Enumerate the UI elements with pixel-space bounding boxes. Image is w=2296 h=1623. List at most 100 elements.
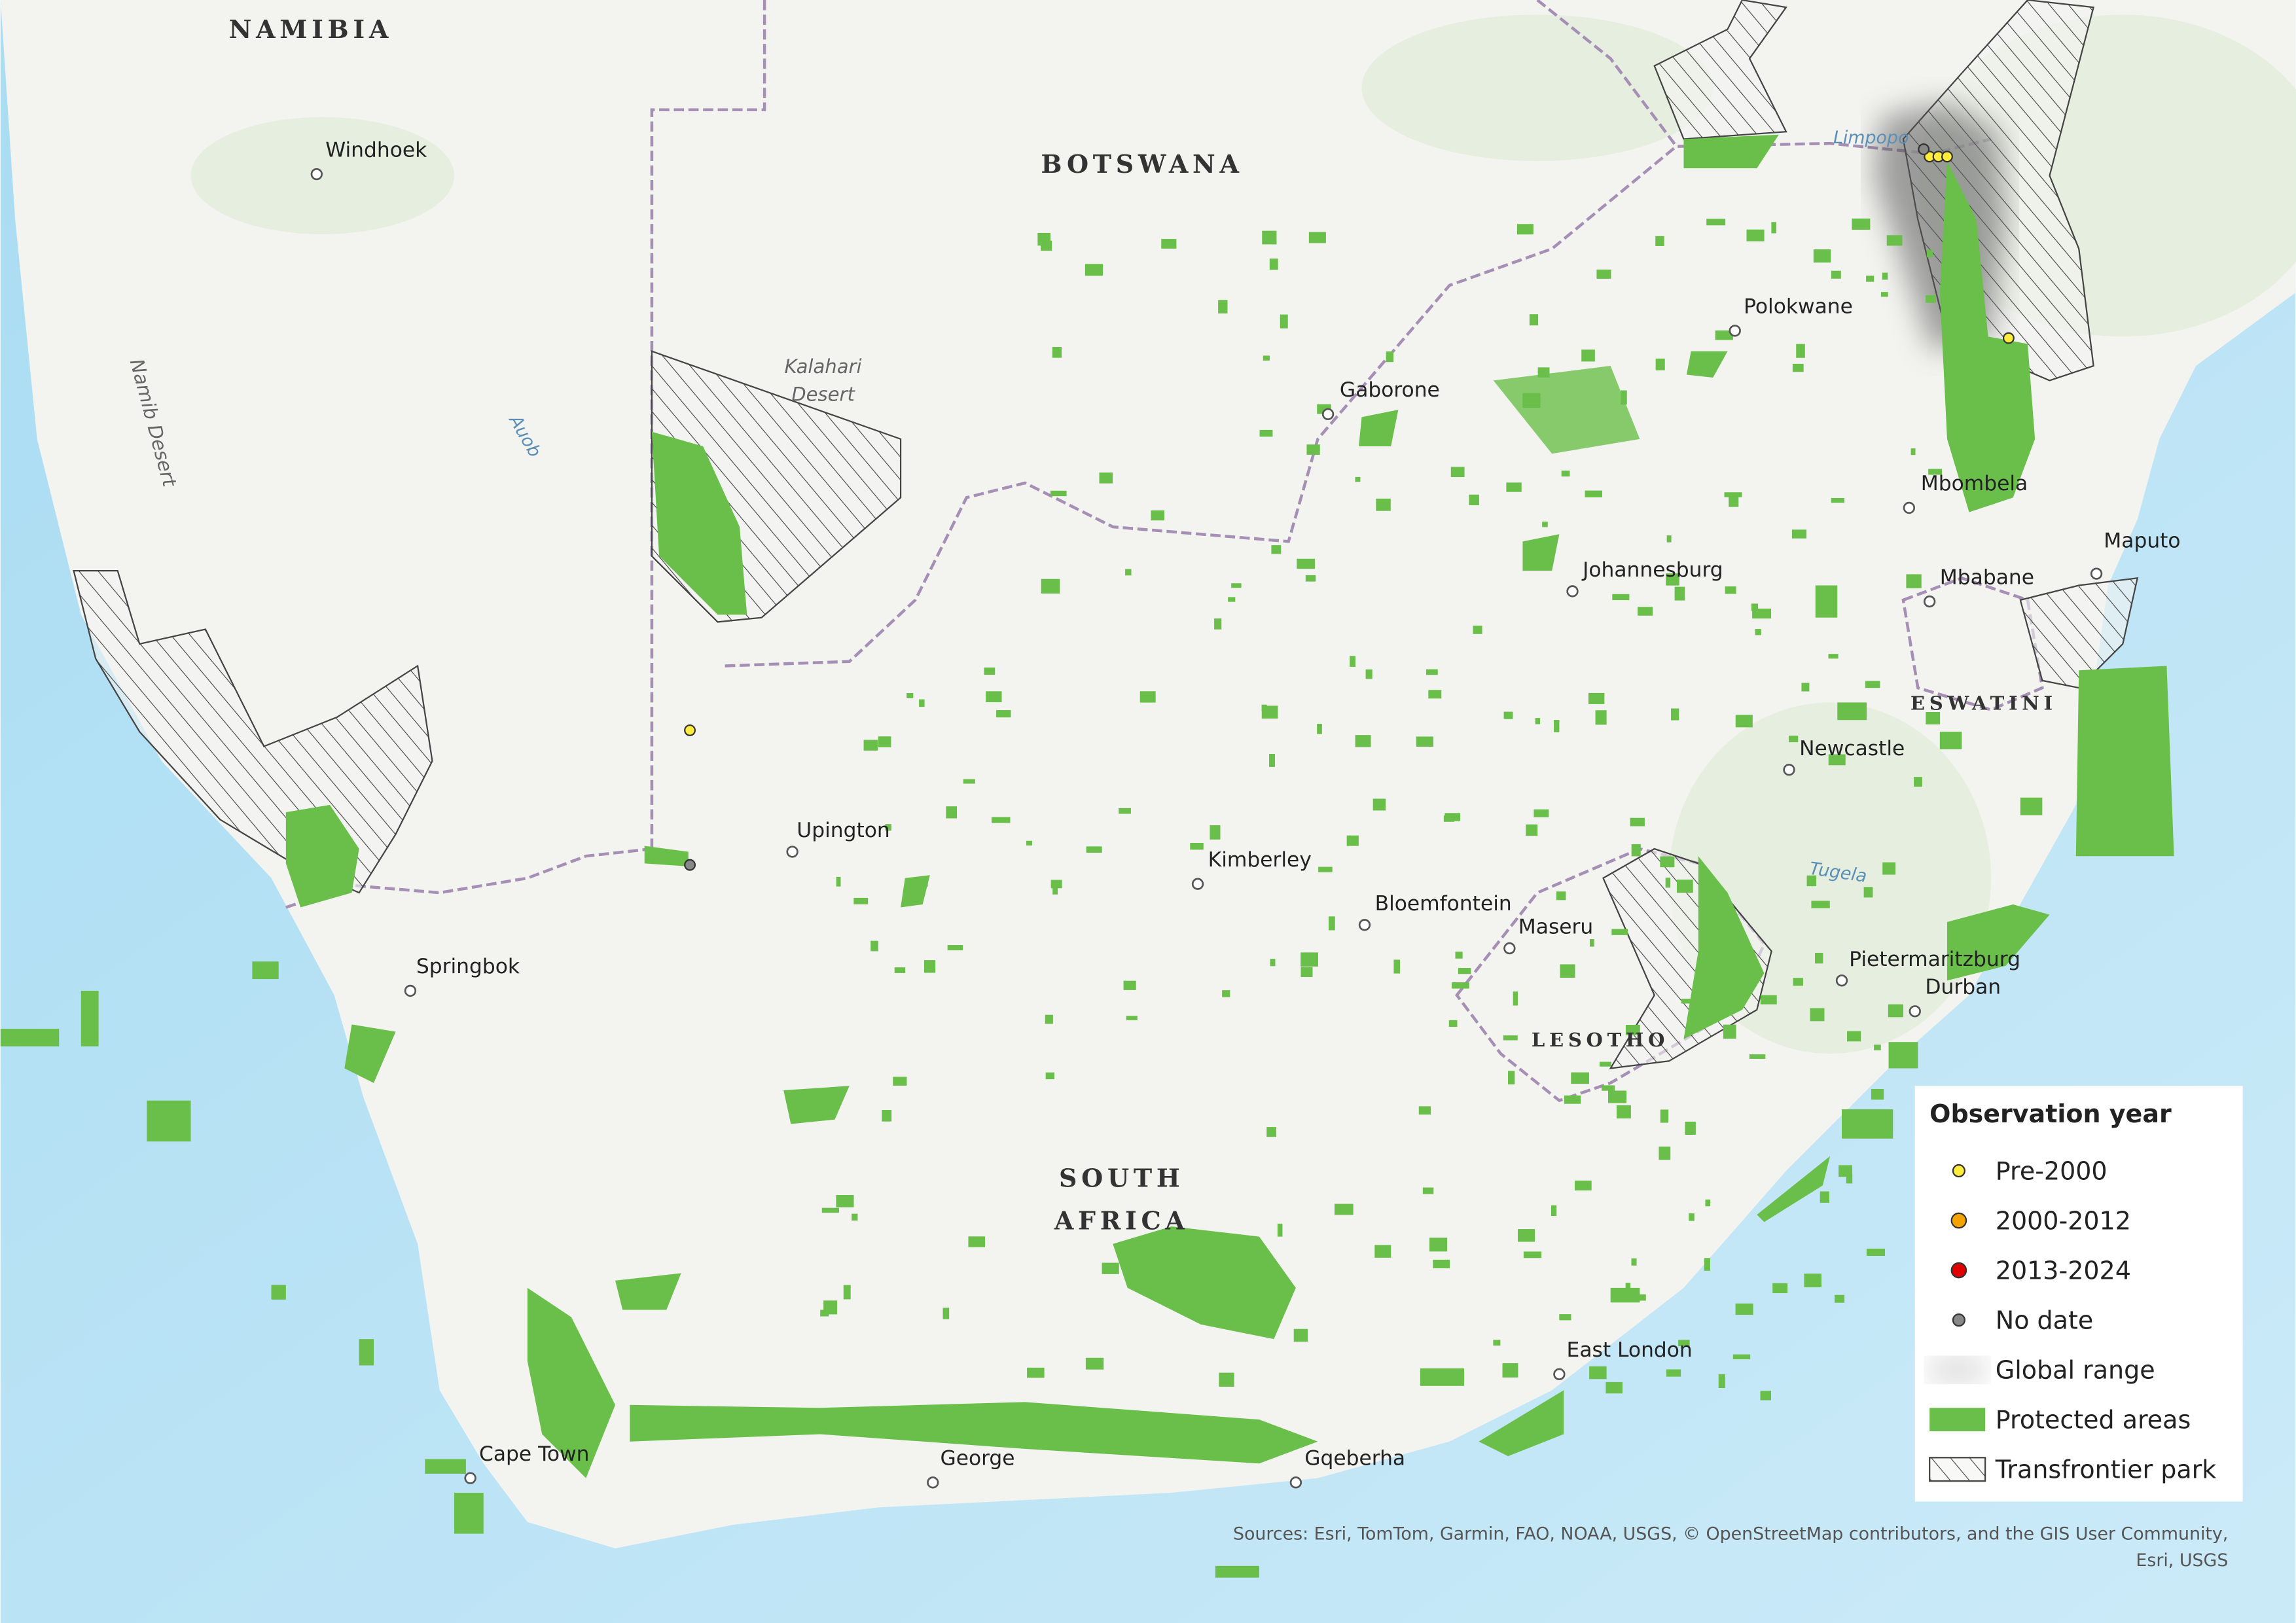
protected-area <box>1760 995 1777 1005</box>
protected-area <box>1792 363 1804 372</box>
protected-area <box>1426 669 1438 675</box>
protected-area <box>1735 715 1753 728</box>
protected-area <box>1588 692 1605 704</box>
protected-area <box>1444 813 1461 821</box>
city-label: Maseru <box>1518 916 1593 939</box>
country-label: ESWATINI <box>1910 692 2057 715</box>
protected-area <box>1678 1340 1690 1346</box>
protected-area <box>894 967 906 973</box>
protected-area <box>1506 482 1522 492</box>
protected-area <box>1355 476 1361 482</box>
protected-area <box>1674 586 1685 601</box>
protected-area <box>1125 569 1132 576</box>
protected-area <box>1393 959 1401 974</box>
protected-area <box>1026 840 1032 846</box>
observation-point <box>2002 332 2015 344</box>
legend-symbol <box>1952 1164 1965 1178</box>
protected-area <box>1810 1008 1825 1022</box>
transfrontier-park <box>2019 577 2139 689</box>
protected-area <box>1665 878 1671 888</box>
city-marker <box>1553 1368 1566 1381</box>
protected-area <box>1529 314 1539 326</box>
protected-areas-small <box>820 218 1943 1400</box>
city-label: Gqeberha <box>1304 1446 1405 1470</box>
protected-area <box>1561 471 1570 477</box>
protected-area <box>1416 736 1434 747</box>
protected-area <box>1139 691 1156 703</box>
protected-area <box>992 817 1011 823</box>
protected-area <box>1123 980 1136 990</box>
protected-area <box>1820 1191 1829 1203</box>
protected-area <box>1666 1369 1681 1377</box>
protected-area <box>1676 880 1693 893</box>
legend: Observation year Pre-2000 2000-2012 2013-2… <box>1914 1086 2243 1502</box>
protected-area <box>1811 901 1830 908</box>
protected-area <box>1266 1127 1277 1137</box>
city-marker <box>1903 501 1916 514</box>
protected-area <box>1554 720 1560 732</box>
city-marker <box>1321 408 1335 421</box>
city-label: George <box>940 1446 1014 1470</box>
protected-area <box>1231 583 1242 588</box>
protected-area <box>1655 236 1664 246</box>
country-label: SOUTH <box>1059 1164 1184 1193</box>
protected-area <box>1037 232 1050 246</box>
protected-area <box>836 1195 854 1207</box>
city-marker <box>1358 919 1371 931</box>
protected-area <box>1317 724 1322 734</box>
protected-area <box>906 693 914 698</box>
protected-area <box>1839 1165 1853 1177</box>
protected-area <box>1621 390 1627 405</box>
country-label: NAMIBIA <box>229 14 393 44</box>
protected-area <box>1236 1277 1242 1288</box>
protected-area <box>1630 817 1645 827</box>
protected-area <box>1625 1024 1640 1035</box>
legend-title: Observation year <box>1929 1099 2172 1128</box>
border-eswatini <box>1901 576 2044 711</box>
protected-area <box>1751 603 1759 611</box>
city-label: Kimberley <box>1208 848 1312 872</box>
protected-area <box>1681 999 1700 1004</box>
sources: Esri, USGS <box>2136 1550 2228 1571</box>
protected-area <box>1219 1372 1234 1387</box>
protected-area <box>1914 777 1922 787</box>
protected-area <box>1616 1105 1631 1119</box>
protected-area <box>878 736 891 747</box>
protected-area <box>1556 891 1566 901</box>
protected-area <box>1418 1106 1431 1115</box>
legend-box <box>1914 1086 2243 1502</box>
protected-area <box>1926 712 1941 724</box>
desert-label: Kalahari <box>785 355 862 378</box>
land <box>0 0 2296 1548</box>
protected-area <box>1796 344 1805 358</box>
protected-area <box>1846 1173 1853 1184</box>
protected-area <box>1052 347 1062 358</box>
city-label: Durban <box>1925 975 2001 999</box>
protected-area <box>1102 1262 1119 1274</box>
city-marker <box>464 1472 476 1484</box>
legend-symbol <box>1952 1313 1965 1327</box>
protected-area <box>1428 690 1442 699</box>
protected-area <box>1300 952 1318 967</box>
protected-area <box>1161 239 1177 249</box>
protected-area <box>1806 875 1817 887</box>
protected-area <box>1503 1035 1518 1041</box>
protected-area <box>1866 276 1874 282</box>
protected-area <box>1813 249 1831 263</box>
protected-area <box>1455 952 1463 959</box>
protected-area <box>1801 683 1810 692</box>
border-botswana-sa <box>725 137 1992 668</box>
protected-area <box>1318 866 1333 872</box>
protected-area <box>821 1207 839 1213</box>
protected-area <box>1119 808 1131 814</box>
protected-area <box>1772 1283 1788 1294</box>
protected-area <box>1705 1199 1711 1207</box>
protected-area <box>1718 1374 1725 1388</box>
protected-area <box>1300 967 1313 977</box>
protected-area <box>1280 314 1288 329</box>
protected-area <box>1328 916 1335 931</box>
protected-area <box>1534 809 1549 817</box>
protected-area <box>1685 1121 1696 1135</box>
protected-area <box>1589 939 1594 947</box>
city-label: Mbabane <box>1940 565 2034 589</box>
